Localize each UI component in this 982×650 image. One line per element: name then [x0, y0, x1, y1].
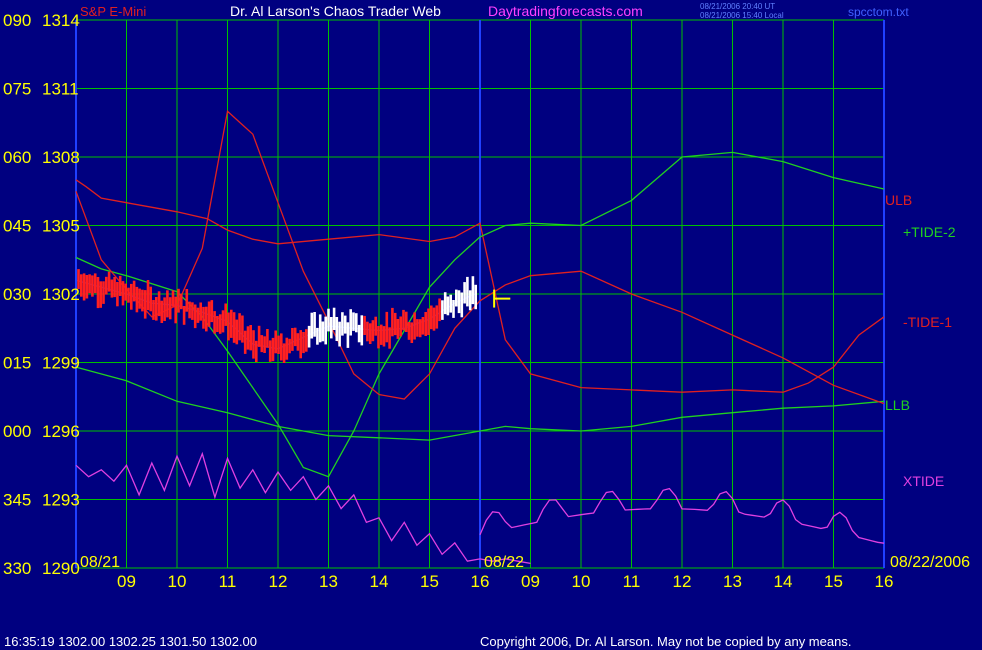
- x-hour-tick-label: 14: [370, 572, 389, 591]
- y-angle-tick-label: 345: [3, 491, 31, 510]
- y-price-tick-label: 1308: [42, 148, 80, 167]
- date-label-start: 08/21: [80, 554, 120, 571]
- x-hour-tick-label: 10: [168, 572, 187, 591]
- y-angle-tick-label: 000: [3, 422, 31, 441]
- xtide-label: XTIDE: [903, 473, 944, 489]
- y-angle-tick-label: 045: [3, 217, 31, 236]
- x-hour-tick-label: 12: [673, 572, 692, 591]
- y-angle-tick-label: 030: [3, 285, 31, 304]
- x-hour-tick-label: 12: [269, 572, 288, 591]
- site-link[interactable]: Daytradingforecasts.com: [488, 3, 643, 19]
- ulb-label: ULB: [885, 192, 912, 208]
- x-hour-tick-label: 15: [420, 572, 439, 591]
- timestamp-local: 08/21/2006 15:40 Local: [700, 11, 784, 20]
- tide2-label: +TIDE-2: [903, 224, 956, 240]
- y-angle-tick-label: 075: [3, 80, 31, 99]
- date-label-mid: 08/22: [484, 554, 524, 571]
- x-hour-tick-label: 16: [875, 572, 894, 591]
- timestamp-ut: 08/21/2006 20:40 UT: [700, 2, 775, 11]
- y-price-tick-label: 1311: [42, 80, 79, 99]
- footer-copyright: Copyright 2006, Dr. Al Larson. May not b…: [480, 634, 851, 649]
- x-hour-tick-label: 13: [319, 572, 338, 591]
- llb-label: LLB: [885, 397, 910, 413]
- data-filename: spcctom.txt: [848, 5, 909, 19]
- series-line-ulb: [75, 179, 885, 393]
- y-angle-tick-label: 330: [3, 559, 31, 578]
- price-bars: [77, 269, 478, 363]
- footer-quote: 16:35:19 1302.00 1302.25 1301.50 1302.00: [4, 634, 257, 649]
- date-label-end: 08/22/2006: [890, 554, 970, 571]
- x-hour-tick-label: 10: [572, 572, 591, 591]
- y-price-tick-label: 1290: [42, 559, 80, 578]
- chart-title: Dr. Al Larson's Chaos Trader Web: [230, 3, 441, 19]
- y-price-tick-label: 1296: [42, 422, 80, 441]
- x-hour-tick-label: 13: [723, 572, 742, 591]
- x-hour-tick-label: 11: [219, 572, 237, 591]
- y-price-tick-label: 1305: [42, 217, 80, 236]
- y-price-tick-label: 1293: [42, 491, 80, 510]
- chart-grid: [75, 19, 885, 569]
- series-line-xtide: [75, 451, 531, 565]
- x-hour-tick-label: 11: [623, 572, 641, 591]
- x-hour-tick-label: 09: [117, 572, 136, 591]
- series-line-xtide-day2: [479, 487, 885, 544]
- tide1-label: -TIDE-1: [903, 314, 952, 330]
- x-hour-tick-label: 16: [471, 572, 490, 591]
- x-hour-tick-label: 15: [824, 572, 843, 591]
- instrument-label: S&P E-Mini: [80, 4, 146, 19]
- y-angle-tick-label: 015: [3, 354, 31, 373]
- y-price-tick-label: 1314: [42, 11, 80, 30]
- series-line-llb: [75, 366, 885, 441]
- x-hour-tick-label: 09: [521, 572, 540, 591]
- y-angle-tick-label: 060: [3, 148, 31, 167]
- y-angle-tick-label: 090: [3, 11, 31, 30]
- x-hour-tick-label: 14: [774, 572, 793, 591]
- y-price-tick-label: 1302: [42, 285, 80, 304]
- y-price-tick-label: 1299: [42, 354, 80, 373]
